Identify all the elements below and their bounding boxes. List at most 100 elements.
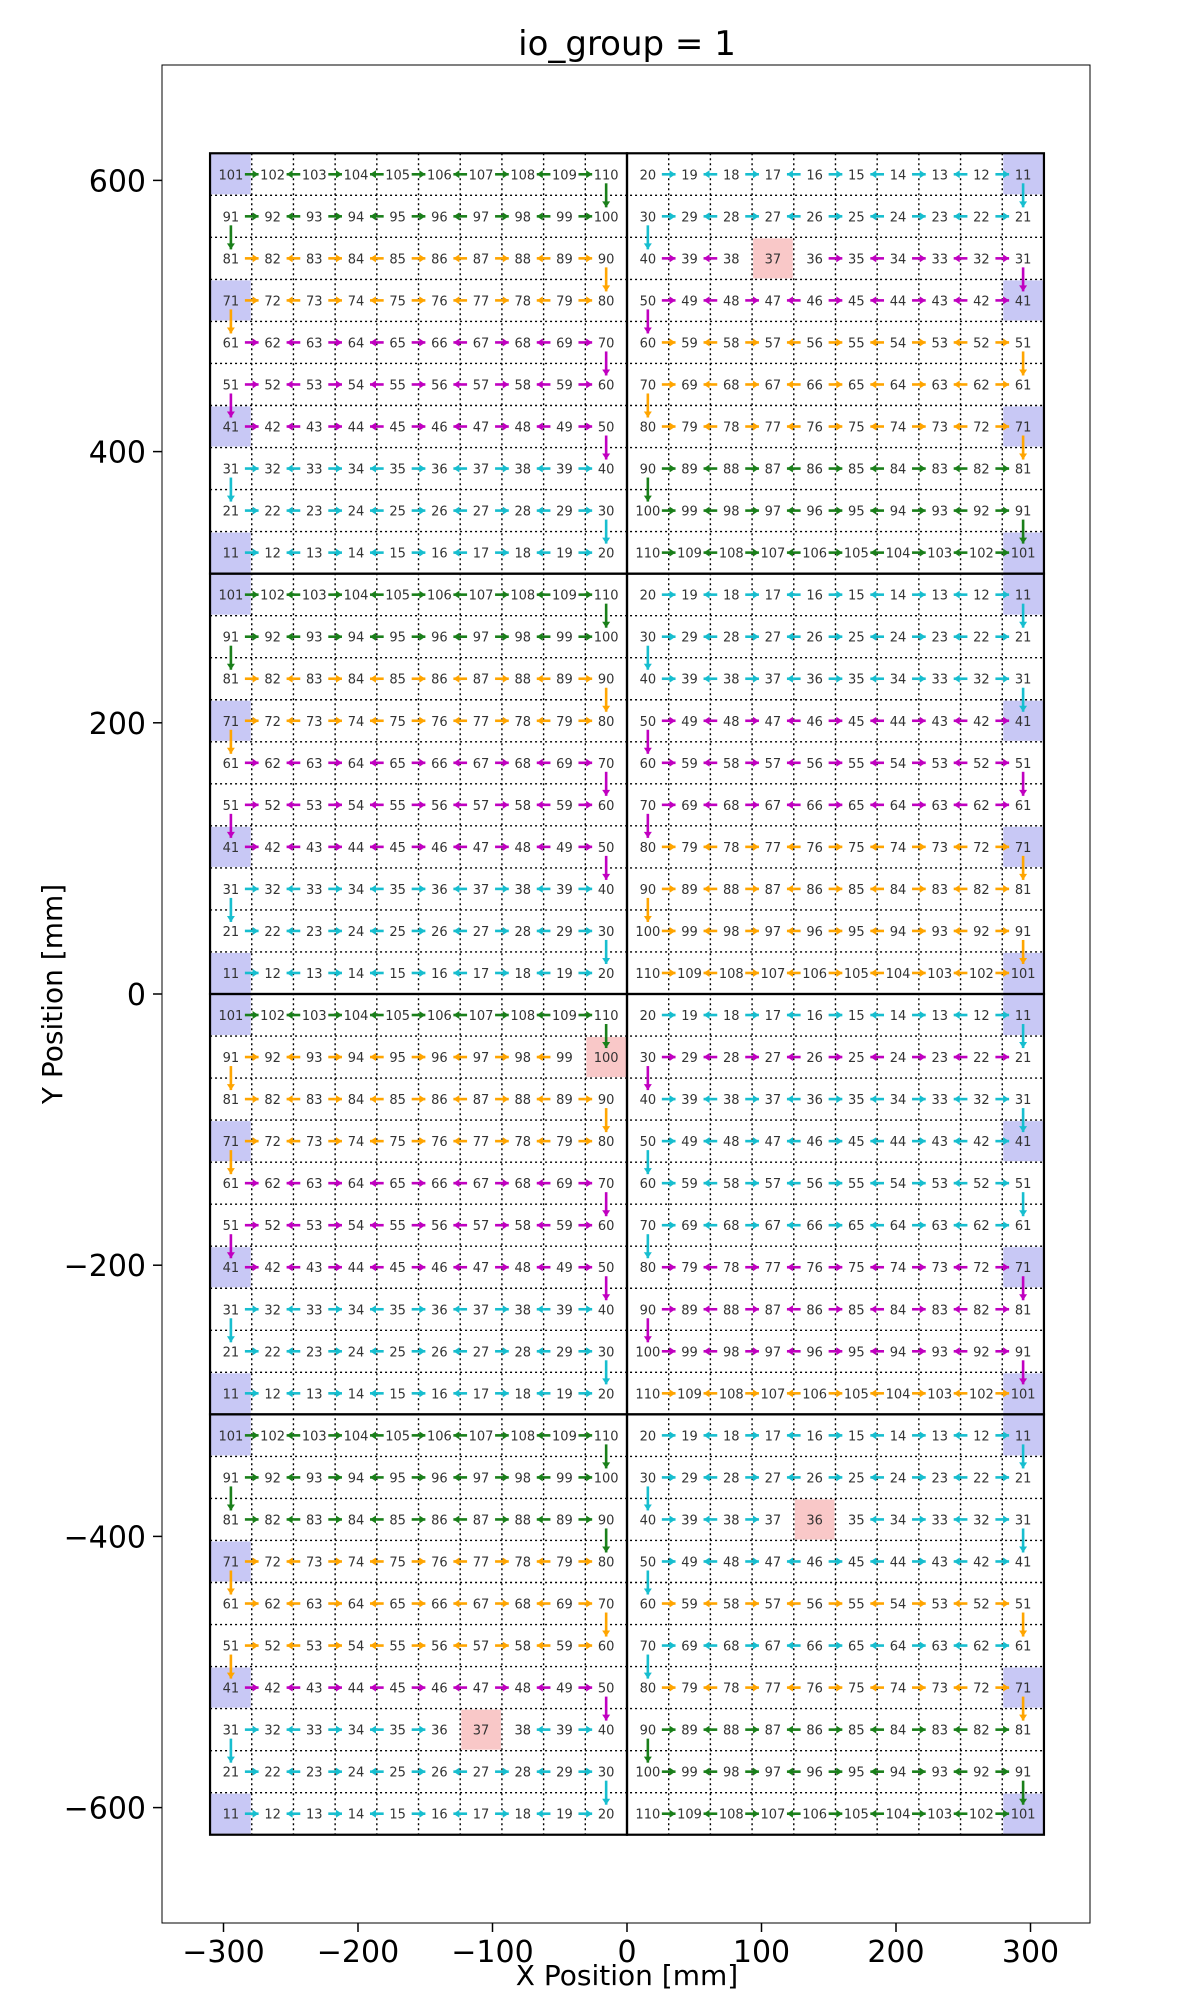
network-arrowhead [870, 1809, 877, 1818]
chip-label: 40 [598, 463, 615, 478]
chip-label: 58 [723, 1177, 740, 1192]
network-arrowhead [870, 296, 877, 305]
network-arrowhead [226, 1756, 235, 1763]
network-arrowhead [286, 1599, 293, 1608]
chip-label: 25 [389, 925, 406, 940]
network-arrowhead [586, 1641, 593, 1650]
chip-label: 59 [556, 378, 573, 393]
network-arrowhead [252, 296, 259, 305]
chip-label: 74 [890, 421, 907, 436]
chip-label: 32 [264, 463, 281, 478]
chip-label: 105 [385, 589, 410, 604]
network-arrowhead [669, 1389, 676, 1398]
network-arrowhead [453, 548, 460, 557]
network-arrowhead [586, 170, 593, 179]
network-arrowhead [602, 957, 611, 964]
chip-label: 81 [1015, 883, 1032, 898]
network-arrowhead [786, 212, 793, 221]
chip-label: 50 [598, 1261, 615, 1276]
network-arrowhead [286, 1809, 293, 1818]
network-arrowhead [252, 1095, 259, 1104]
chip-label: 74 [348, 1135, 365, 1150]
missing-chip-highlight [461, 1709, 501, 1750]
chip-label: 35 [848, 1513, 865, 1528]
network-arrowhead [643, 495, 652, 502]
network-arrowhead [752, 842, 759, 851]
network-arrowhead [453, 506, 460, 515]
chip-label: 68 [723, 1640, 740, 1655]
chip-label: 44 [348, 841, 365, 856]
chip-label: 106 [427, 168, 452, 183]
chip-label: 86 [806, 883, 823, 898]
network-arrowhead [786, 1011, 793, 1020]
chip-label: 46 [806, 715, 823, 730]
axes: −300 −200 −100 0 100 200 300−600−400−200020040… [64, 164, 1060, 1970]
chip-label: 67 [473, 1177, 490, 1192]
chip-label: 57 [765, 1177, 782, 1192]
network-arrowhead [335, 968, 342, 977]
network-arrowhead [335, 674, 342, 683]
chip-label: 25 [848, 210, 865, 225]
network-arrowhead [669, 1599, 676, 1608]
chip-label: 43 [931, 715, 948, 730]
chip-label: 56 [431, 799, 448, 814]
chip-label: 90 [598, 1513, 615, 1528]
network-arrowhead [369, 464, 376, 473]
chip-label: 70 [640, 378, 657, 393]
chip-label: 57 [473, 799, 490, 814]
chip-label: 41 [223, 421, 240, 436]
network-arrowhead [669, 1809, 676, 1818]
network-arrowhead [419, 1053, 426, 1062]
chip-label: 61 [223, 1598, 240, 1613]
chip-label: 78 [514, 1555, 531, 1570]
chip-label: 65 [848, 378, 865, 393]
chip-label: 92 [264, 631, 281, 646]
chip-label: 105 [385, 1429, 410, 1444]
network-arrowhead [870, 338, 877, 347]
network-arrowhead [453, 884, 460, 893]
chip-label: 31 [1015, 1093, 1032, 1108]
chip-label: 86 [431, 673, 448, 688]
root-chip-highlight [211, 532, 251, 573]
chip-label: 44 [890, 715, 907, 730]
network-arrowhead [953, 1725, 960, 1734]
network-arrowhead [1003, 1221, 1010, 1230]
chip-label: 88 [514, 1513, 531, 1528]
network-arrowhead [286, 926, 293, 935]
network-arrowhead [602, 369, 611, 376]
chip-label: 14 [348, 547, 365, 562]
network-arrowhead [286, 254, 293, 263]
network-arrowhead [502, 1011, 509, 1020]
network-arrowhead [752, 1431, 759, 1440]
network-arrowhead [703, 338, 710, 347]
chip-label: 33 [931, 252, 948, 267]
chip-label: 67 [473, 1598, 490, 1613]
network-arrowhead [752, 212, 759, 221]
chip-label: 93 [931, 505, 948, 520]
chip-label: 16 [431, 1387, 448, 1402]
y-tick-label: 600 [89, 164, 146, 199]
network-arrowhead [335, 422, 342, 431]
network-arrowhead [703, 296, 710, 305]
chip-label: 87 [473, 1513, 490, 1528]
chip-label: 97 [473, 631, 490, 646]
chip-label: 108 [510, 1429, 535, 1444]
network-arrowhead [335, 1515, 342, 1524]
chip-label: 65 [389, 336, 406, 351]
chip-label: 20 [640, 1429, 657, 1444]
network-arrowhead [586, 590, 593, 599]
chip-label: 97 [473, 210, 490, 225]
chip-label: 54 [348, 378, 365, 393]
network-arrowhead [286, 800, 293, 809]
chip-label: 99 [556, 1051, 573, 1066]
chip-label: 104 [344, 589, 369, 604]
chip-label: 101 [218, 1009, 243, 1024]
chip-label: 36 [431, 463, 448, 478]
chip-label: 11 [223, 1808, 240, 1823]
network-arrowhead [419, 464, 426, 473]
chip-label: 34 [890, 1093, 907, 1108]
chip-label: 101 [1011, 1387, 1036, 1402]
chip-label: 62 [264, 1598, 281, 1613]
network-arrowhead [502, 1515, 509, 1524]
network-arrowhead [226, 1084, 235, 1091]
